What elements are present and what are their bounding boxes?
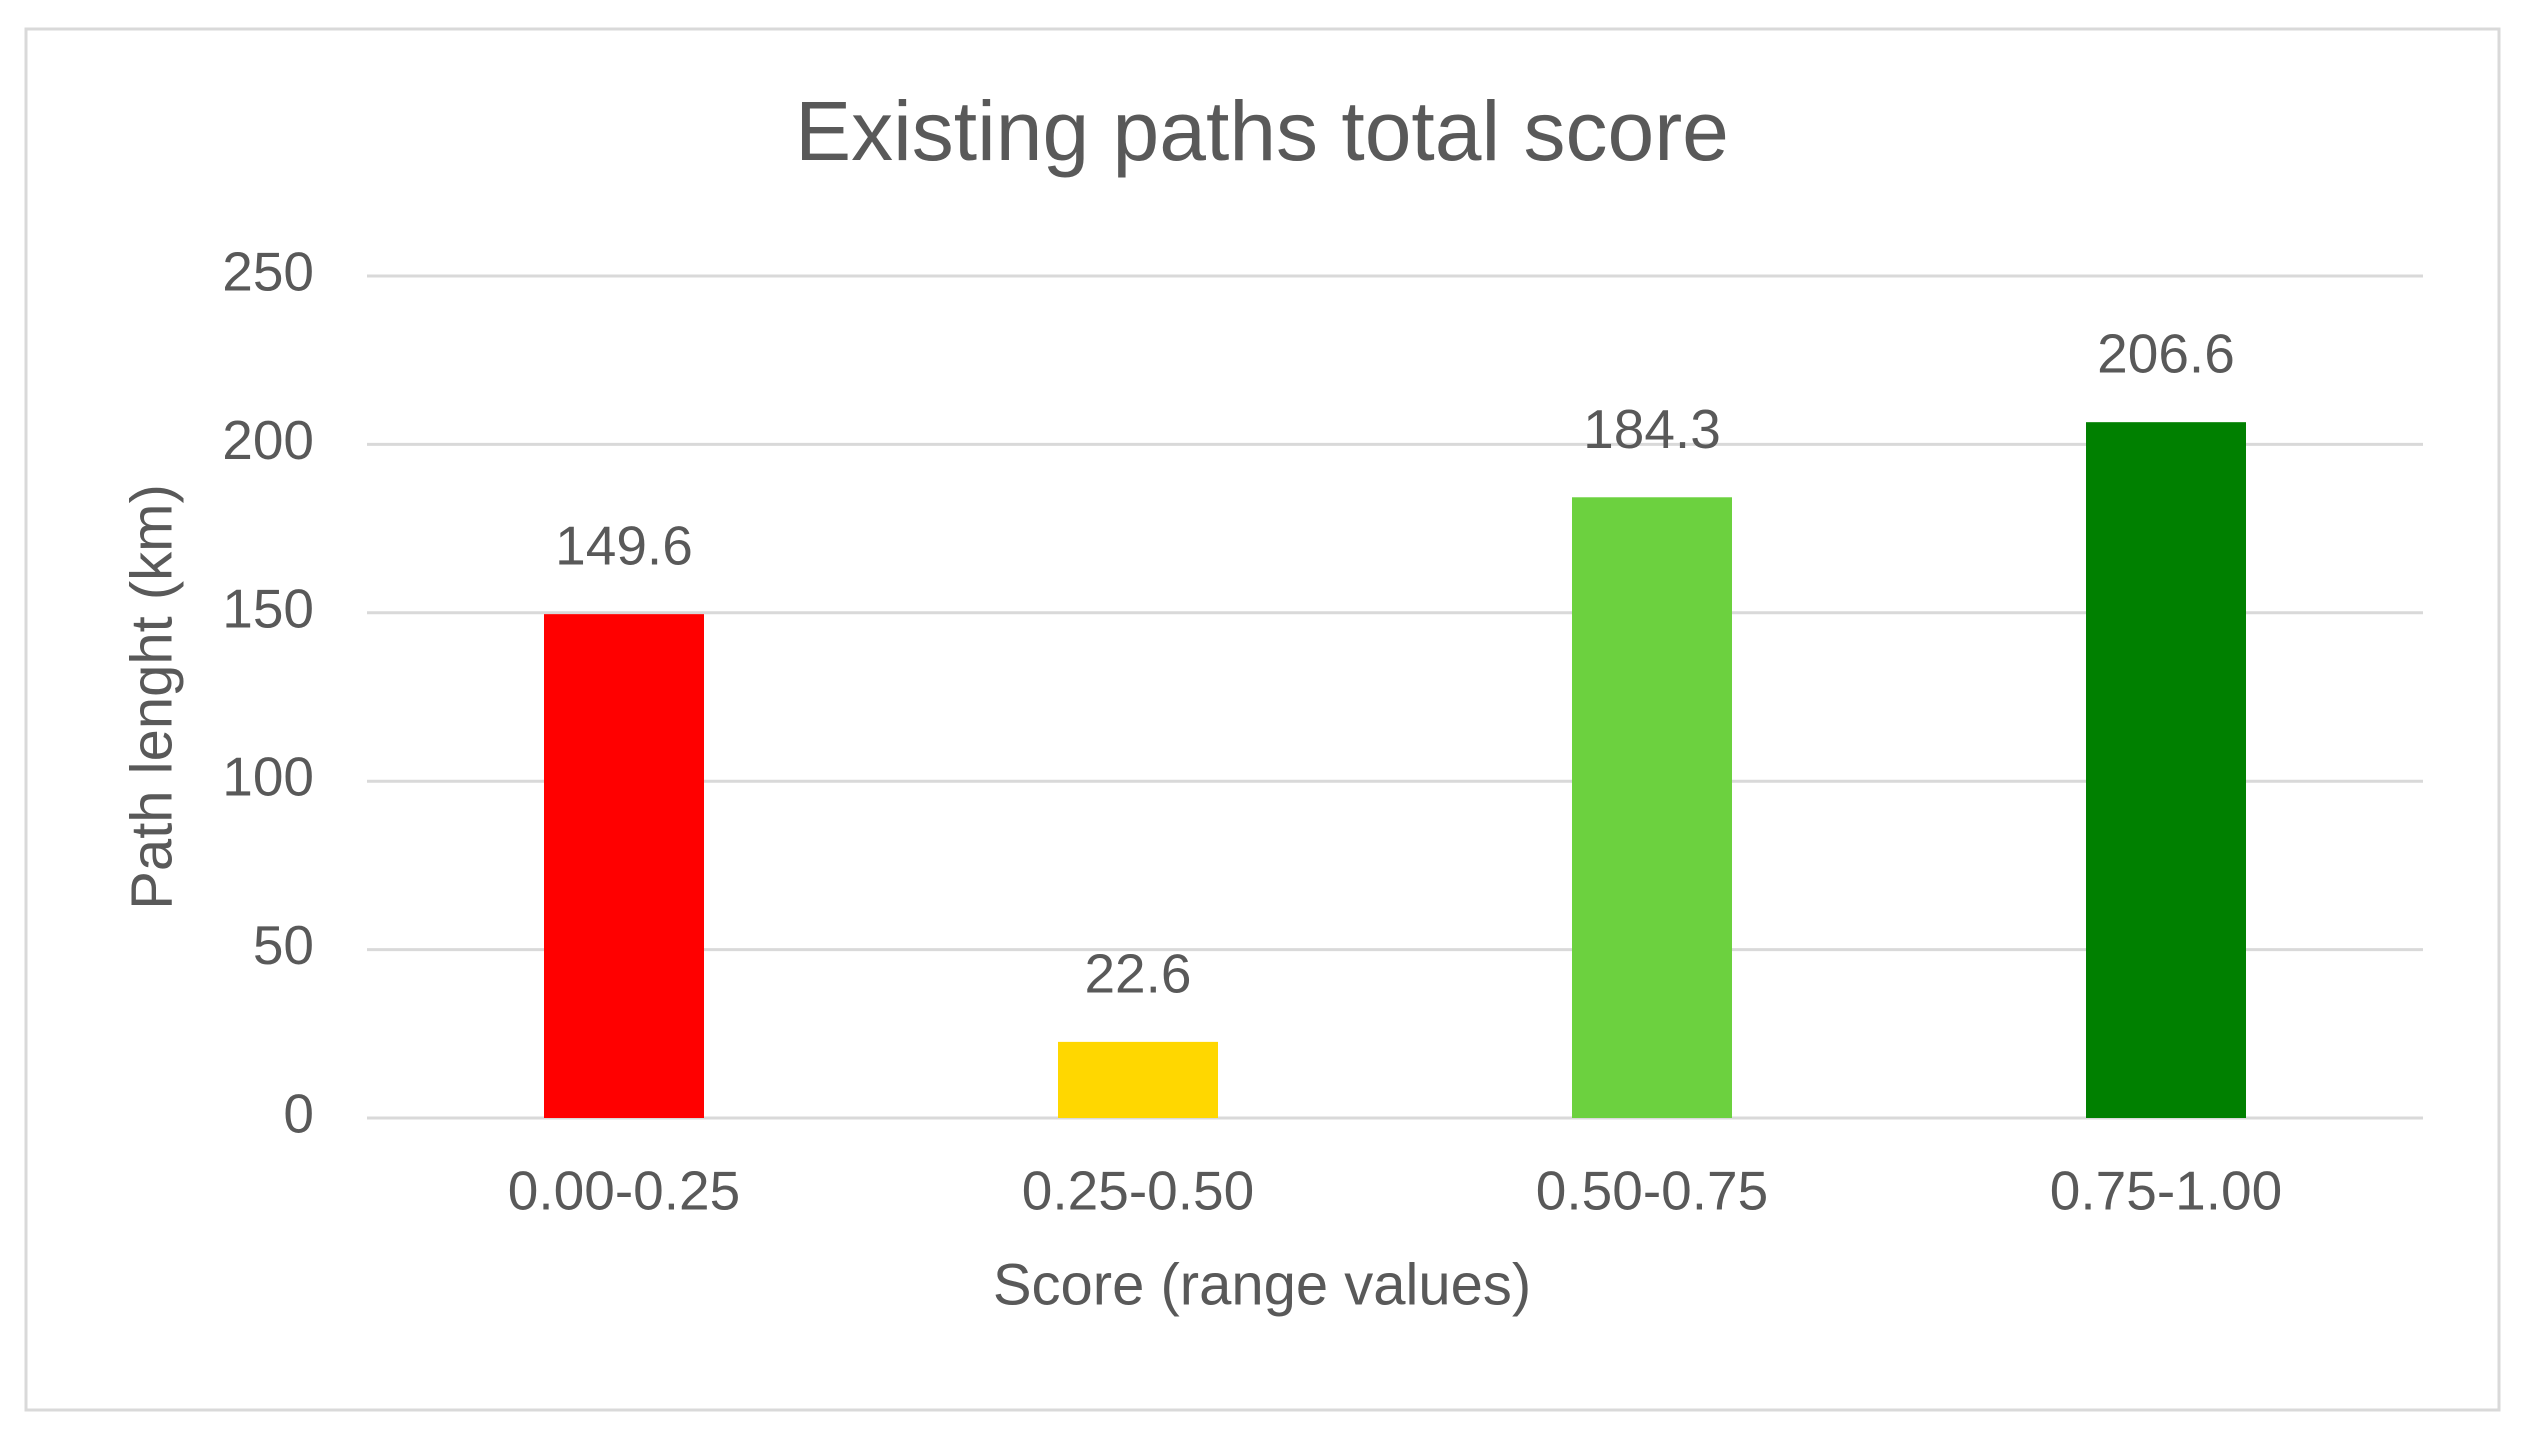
- x-axis-title: Score (range values): [993, 1252, 1531, 1317]
- x-tick-label: 0.25-0.50: [1022, 1160, 1254, 1222]
- y-tick-label: 50: [253, 914, 314, 976]
- data-label: 149.6: [555, 515, 693, 577]
- bar: [544, 614, 704, 1118]
- chart-title: Existing paths total score: [795, 84, 1729, 178]
- x-tick-label: 0.00-0.25: [508, 1160, 740, 1222]
- data-label: 184.3: [1583, 398, 1721, 460]
- y-axis-title: Path lenght (km): [119, 484, 184, 910]
- x-tick-label: 0.50-0.75: [1536, 1160, 1768, 1222]
- y-tick-label: 150: [222, 577, 314, 639]
- x-tick-label: 0.75-1.00: [2050, 1160, 2282, 1222]
- bar: [1058, 1041, 1218, 1118]
- y-tick-label: 200: [222, 409, 314, 471]
- y-tick-label: 100: [222, 746, 314, 808]
- data-label: 206.6: [2097, 323, 2235, 385]
- bar: [1572, 497, 1732, 1118]
- data-label: 22.6: [1084, 942, 1191, 1004]
- y-tick-label: 0: [283, 1083, 314, 1145]
- bar: [2086, 422, 2246, 1118]
- y-tick-label: 250: [222, 241, 314, 303]
